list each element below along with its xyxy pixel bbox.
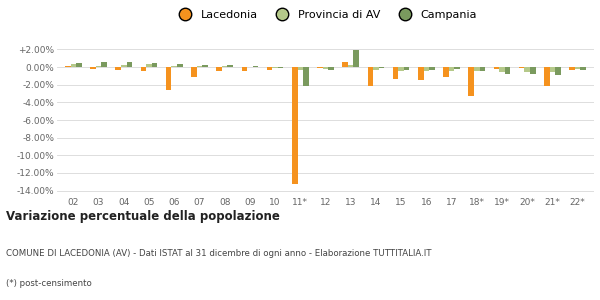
Bar bbox=[227, 65, 233, 67]
Bar bbox=[202, 65, 208, 67]
Text: Variazione percentuale della popolazione: Variazione percentuale della popolazione bbox=[6, 210, 280, 223]
Bar bbox=[191, 67, 197, 77]
Bar bbox=[479, 67, 485, 71]
Bar bbox=[152, 63, 157, 67]
Bar bbox=[328, 67, 334, 70]
Bar bbox=[353, 50, 359, 67]
Bar bbox=[217, 67, 222, 71]
Bar bbox=[499, 67, 505, 72]
Bar bbox=[65, 66, 71, 67]
Bar bbox=[418, 67, 424, 80]
Bar bbox=[96, 66, 101, 67]
Bar bbox=[505, 67, 510, 74]
Bar bbox=[429, 67, 434, 70]
Bar bbox=[449, 67, 454, 70]
Legend: Lacedonia, Provincia di AV, Campania: Lacedonia, Provincia di AV, Campania bbox=[170, 6, 481, 24]
Bar bbox=[121, 65, 127, 67]
Bar bbox=[166, 67, 172, 90]
Bar bbox=[267, 67, 272, 70]
Bar bbox=[530, 67, 536, 74]
Bar bbox=[398, 67, 404, 71]
Bar bbox=[197, 66, 202, 67]
Bar bbox=[298, 67, 303, 70]
Bar bbox=[373, 67, 379, 70]
Bar bbox=[177, 64, 182, 67]
Bar bbox=[575, 67, 580, 69]
Bar bbox=[141, 67, 146, 71]
Bar bbox=[101, 62, 107, 67]
Bar bbox=[569, 67, 575, 70]
Bar bbox=[76, 63, 82, 67]
Bar bbox=[172, 66, 177, 67]
Bar bbox=[115, 67, 121, 70]
Bar bbox=[222, 66, 227, 67]
Bar bbox=[71, 64, 76, 67]
Bar bbox=[272, 67, 278, 68]
Bar bbox=[348, 65, 353, 67]
Bar bbox=[292, 67, 298, 184]
Bar bbox=[127, 62, 132, 67]
Text: COMUNE DI LACEDONIA (AV) - Dati ISTAT al 31 dicembre di ogni anno - Elaborazione: COMUNE DI LACEDONIA (AV) - Dati ISTAT al… bbox=[6, 249, 431, 258]
Bar bbox=[90, 67, 96, 69]
Bar bbox=[379, 67, 384, 68]
Bar bbox=[443, 67, 449, 77]
Bar bbox=[550, 67, 555, 72]
Bar bbox=[323, 67, 328, 69]
Text: (*) post-censimento: (*) post-censimento bbox=[6, 279, 92, 288]
Bar bbox=[580, 67, 586, 70]
Bar bbox=[278, 67, 283, 68]
Bar bbox=[474, 67, 479, 71]
Bar bbox=[343, 62, 348, 67]
Bar bbox=[555, 67, 561, 75]
Bar bbox=[524, 67, 530, 72]
Bar bbox=[424, 67, 429, 70]
Bar bbox=[454, 67, 460, 69]
Bar bbox=[242, 67, 247, 70]
Bar bbox=[303, 67, 308, 86]
Bar bbox=[544, 67, 550, 86]
Bar bbox=[469, 67, 474, 96]
Bar bbox=[368, 67, 373, 86]
Bar bbox=[404, 67, 409, 70]
Bar bbox=[494, 67, 499, 69]
Bar bbox=[253, 66, 258, 67]
Bar bbox=[317, 67, 323, 68]
Bar bbox=[519, 67, 524, 68]
Bar bbox=[146, 64, 152, 67]
Bar bbox=[393, 67, 398, 79]
